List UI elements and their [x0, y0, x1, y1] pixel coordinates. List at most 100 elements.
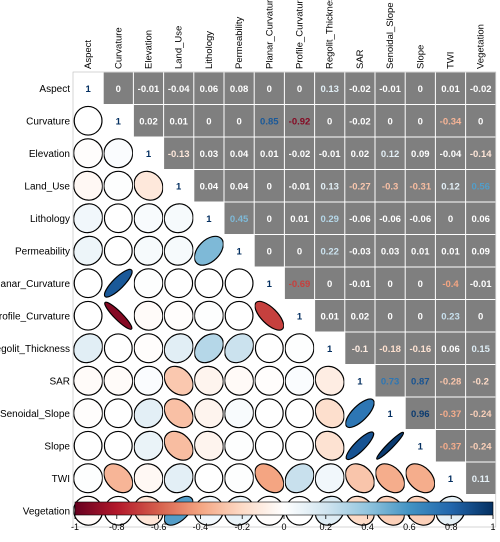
cell-value: 1	[236, 246, 242, 257]
cell-ellipse	[224, 268, 254, 299]
cell-value: -0.06	[379, 214, 401, 225]
cell-value: 0	[297, 84, 302, 95]
cell-bg	[73, 72, 104, 105]
cell-ellipse	[103, 203, 133, 234]
matrix-cells: 1 0 -0.01 -0.04 0.06 0.08 0 0 0.13 -0.02 -0.01 0 0.0…	[72, 71, 497, 528]
cell-value: 0	[418, 311, 423, 322]
cell-bg	[224, 137, 255, 170]
cell-bg	[193, 202, 224, 235]
row-label-curvature: Curvature	[26, 116, 70, 127]
row-label-lithology: Lithology	[30, 214, 70, 225]
column-label-elevation: Elevation	[144, 30, 155, 69]
cell-value: 0	[267, 246, 272, 257]
cell-bg	[254, 104, 285, 137]
cell-value: 0.02	[351, 149, 370, 160]
cell-value: 0	[387, 116, 392, 127]
row-label-regolit-thickness: Regolit_Thickness	[0, 344, 70, 355]
cell-ellipse	[103, 365, 134, 396]
cell-ellipse	[103, 463, 134, 494]
cell-bg	[375, 72, 406, 105]
cell-ellipse	[194, 268, 224, 299]
cell-value: 0.04	[230, 181, 249, 192]
cell-value: 1	[85, 84, 91, 95]
colorbar-gradient	[74, 501, 494, 516]
cell-bg	[224, 169, 255, 202]
cell-value: -0.02	[470, 84, 492, 95]
cell-value: 0	[267, 84, 272, 95]
cell-ellipse	[73, 333, 104, 364]
cell-ellipse	[163, 365, 194, 396]
cell-bg	[465, 299, 496, 332]
cell-ellipse	[254, 365, 285, 396]
cell-value: -0.27	[349, 181, 371, 192]
cell-value: -0.02	[349, 116, 371, 127]
cell-value: 0.04	[200, 181, 219, 192]
cell-value: 0	[478, 311, 483, 322]
cell-bg	[405, 104, 436, 137]
row-label-land-use: Land_Use	[24, 181, 70, 192]
cell-value: 0	[418, 279, 423, 290]
cell-value: 0.15	[471, 344, 490, 355]
cell-bg	[344, 234, 375, 267]
colorbar-tick-label: -0.8	[109, 522, 125, 532]
cell-value: 0.29	[320, 214, 339, 225]
cell-bg	[254, 72, 285, 105]
cell-bg	[344, 169, 375, 202]
row-label-twi: TWI	[52, 474, 70, 485]
cell-ellipse	[285, 430, 314, 461]
cell-bg	[465, 429, 496, 462]
cell-ellipse	[224, 463, 255, 494]
cell-value: 0.02	[139, 116, 158, 127]
cell-bg	[344, 299, 375, 332]
cell-value: 1	[387, 409, 393, 420]
column-label-senoidal-slope: Senoidal_Slope	[385, 2, 396, 69]
row-label-planar-curvature: Planar_Curvature	[0, 279, 70, 290]
cell-value: 0.73	[381, 376, 400, 387]
colorbar-tick-label: -0.4	[193, 522, 209, 532]
cell-bg	[465, 462, 496, 495]
cell-bg	[465, 169, 496, 202]
cell-value: 0.45	[230, 214, 249, 225]
cell-ellipse	[73, 268, 103, 299]
cell-bg	[344, 72, 375, 105]
cell-bg	[133, 72, 164, 105]
cell-value: 0	[327, 116, 332, 127]
cell-bg	[375, 267, 406, 300]
cell-bg	[314, 137, 345, 170]
cell-bg	[465, 267, 496, 300]
cell-value: 0	[478, 116, 483, 127]
cell-ellipse	[103, 268, 133, 298]
cell-ellipse	[163, 235, 194, 266]
cell-bg	[405, 429, 436, 462]
cell-value: -0.24	[470, 441, 492, 452]
cell-value: -0.02	[289, 149, 311, 160]
column-label-profile-curvature: Profile_Curvature	[295, 0, 306, 69]
cell-bg	[435, 267, 466, 300]
cell-value: -0.06	[409, 214, 431, 225]
cell-ellipse	[133, 268, 164, 299]
cell-value: 0.56	[471, 181, 490, 192]
cell-bg	[133, 104, 164, 137]
cell-bg	[254, 169, 285, 202]
row-label-sar: SAR	[49, 376, 70, 387]
cell-bg	[133, 137, 164, 170]
cell-bg	[375, 169, 406, 202]
cell-bg	[254, 137, 285, 170]
cell-ellipse	[103, 333, 133, 364]
cell-value: 1	[418, 441, 424, 452]
cell-bg	[224, 72, 255, 105]
cell-value: -0.01	[319, 149, 341, 160]
cell-ellipse	[224, 300, 254, 331]
cell-bg	[405, 169, 436, 202]
cell-bg	[405, 397, 436, 430]
cell-bg	[435, 462, 466, 495]
cell-value: 0.01	[411, 246, 430, 257]
column-label-regolit-thickness: Regolit_Thickness	[325, 0, 336, 69]
cell-value: -0.14	[470, 149, 492, 160]
cell-bg	[405, 234, 436, 267]
row-label-profile-curvature: Profile_Curvature	[0, 311, 70, 322]
cell-bg	[465, 104, 496, 137]
cell-value: 0	[418, 84, 423, 95]
cell-bg	[314, 104, 345, 137]
cell-ellipse	[284, 365, 315, 396]
